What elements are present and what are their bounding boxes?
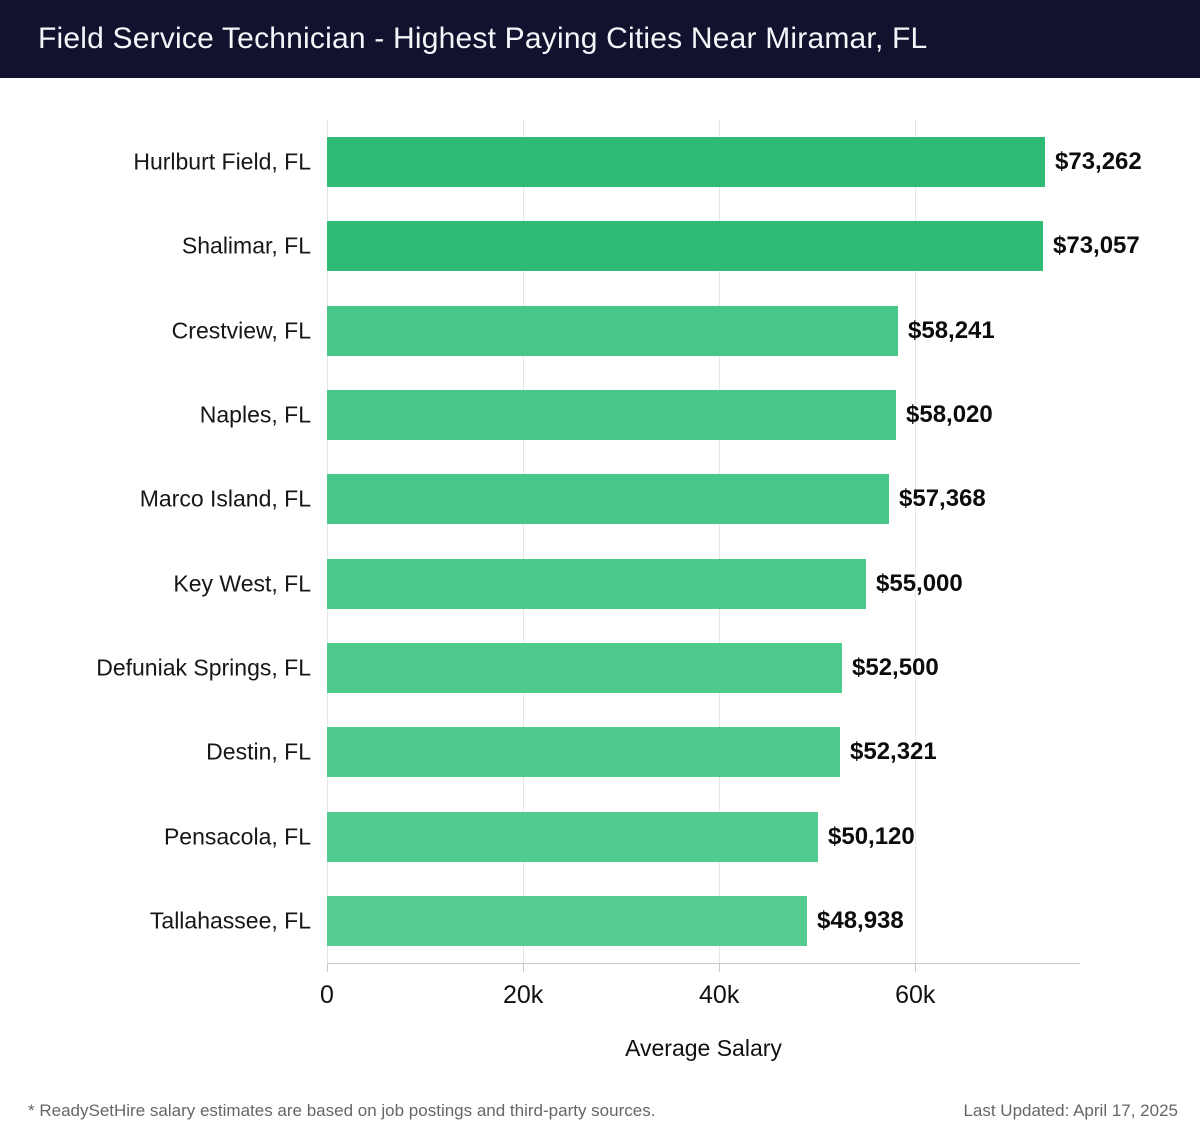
salary-bar [327,137,1045,188]
x-axis-line [327,963,1080,964]
salary-bar [327,811,818,862]
salary-bar [327,642,842,693]
city-label: Naples, FL [199,401,311,428]
salary-value-label: $52,500 [852,653,939,681]
last-updated: Last Updated: April 17, 2025 [963,1101,1178,1120]
salary-value-label: $50,120 [828,822,915,850]
salary-value-label: $57,368 [899,485,986,513]
x-tick-mark-40k [719,963,721,972]
footer: * ReadySetHire salary estimates are base… [0,1092,1200,1140]
gridline-20k [523,120,525,963]
salary-bar [327,474,889,525]
x-tick-label: 60k [895,981,936,1009]
salary-bar [327,727,840,778]
city-label: Marco Island, FL [139,485,311,512]
x-tick-mark-0 [327,963,328,972]
salary-value-label: $73,057 [1053,232,1140,260]
gridline-40k [719,120,721,963]
salary-value-label: $58,020 [906,401,993,429]
page-title: Field Service Technician - Highest Payin… [38,22,928,55]
x-tick-mark-60k [915,963,917,972]
city-label: Pensacola, FL [163,823,311,850]
city-label: Defuniak Springs, FL [96,654,311,681]
salary-value-label: $55,000 [876,569,963,597]
source-note: * ReadySetHire salary estimates are base… [28,1101,656,1120]
x-tick-label: 0 [320,981,334,1009]
city-label: Crestview, FL [171,317,311,344]
x-tick-label: 20k [502,981,544,1009]
city-label: Key West, FL [173,570,311,597]
salary-value-label: $58,241 [908,316,995,344]
x-tick-mark-20k [523,963,525,972]
city-label: Shalimar, FL [181,232,311,259]
city-label: Tallahassee, FL [149,907,311,934]
gridline-60k [915,120,917,963]
salary-value-label: $52,321 [850,738,937,766]
salary-bar [327,221,1043,272]
salary-bar [327,558,866,609]
city-label: Destin, FL [206,738,311,765]
x-tick-label: 40k [699,981,740,1009]
salary-bar [327,305,898,356]
gridline-0 [327,120,328,963]
x-axis-title: Average Salary [625,1035,782,1061]
salary-value-label: $48,938 [817,906,904,934]
salary-bar [327,895,807,946]
city-label: Hurlburt Field, FL [133,148,311,175]
bar-chart: 0 20k 40k 60k Hurlburt Field, FL $73,262 Shali… [0,78,1200,1080]
salary-bar [327,390,896,441]
header-bar: Field Service Technician - Highest Payin… [0,0,1200,78]
salary-value-label: $73,262 [1055,148,1142,176]
